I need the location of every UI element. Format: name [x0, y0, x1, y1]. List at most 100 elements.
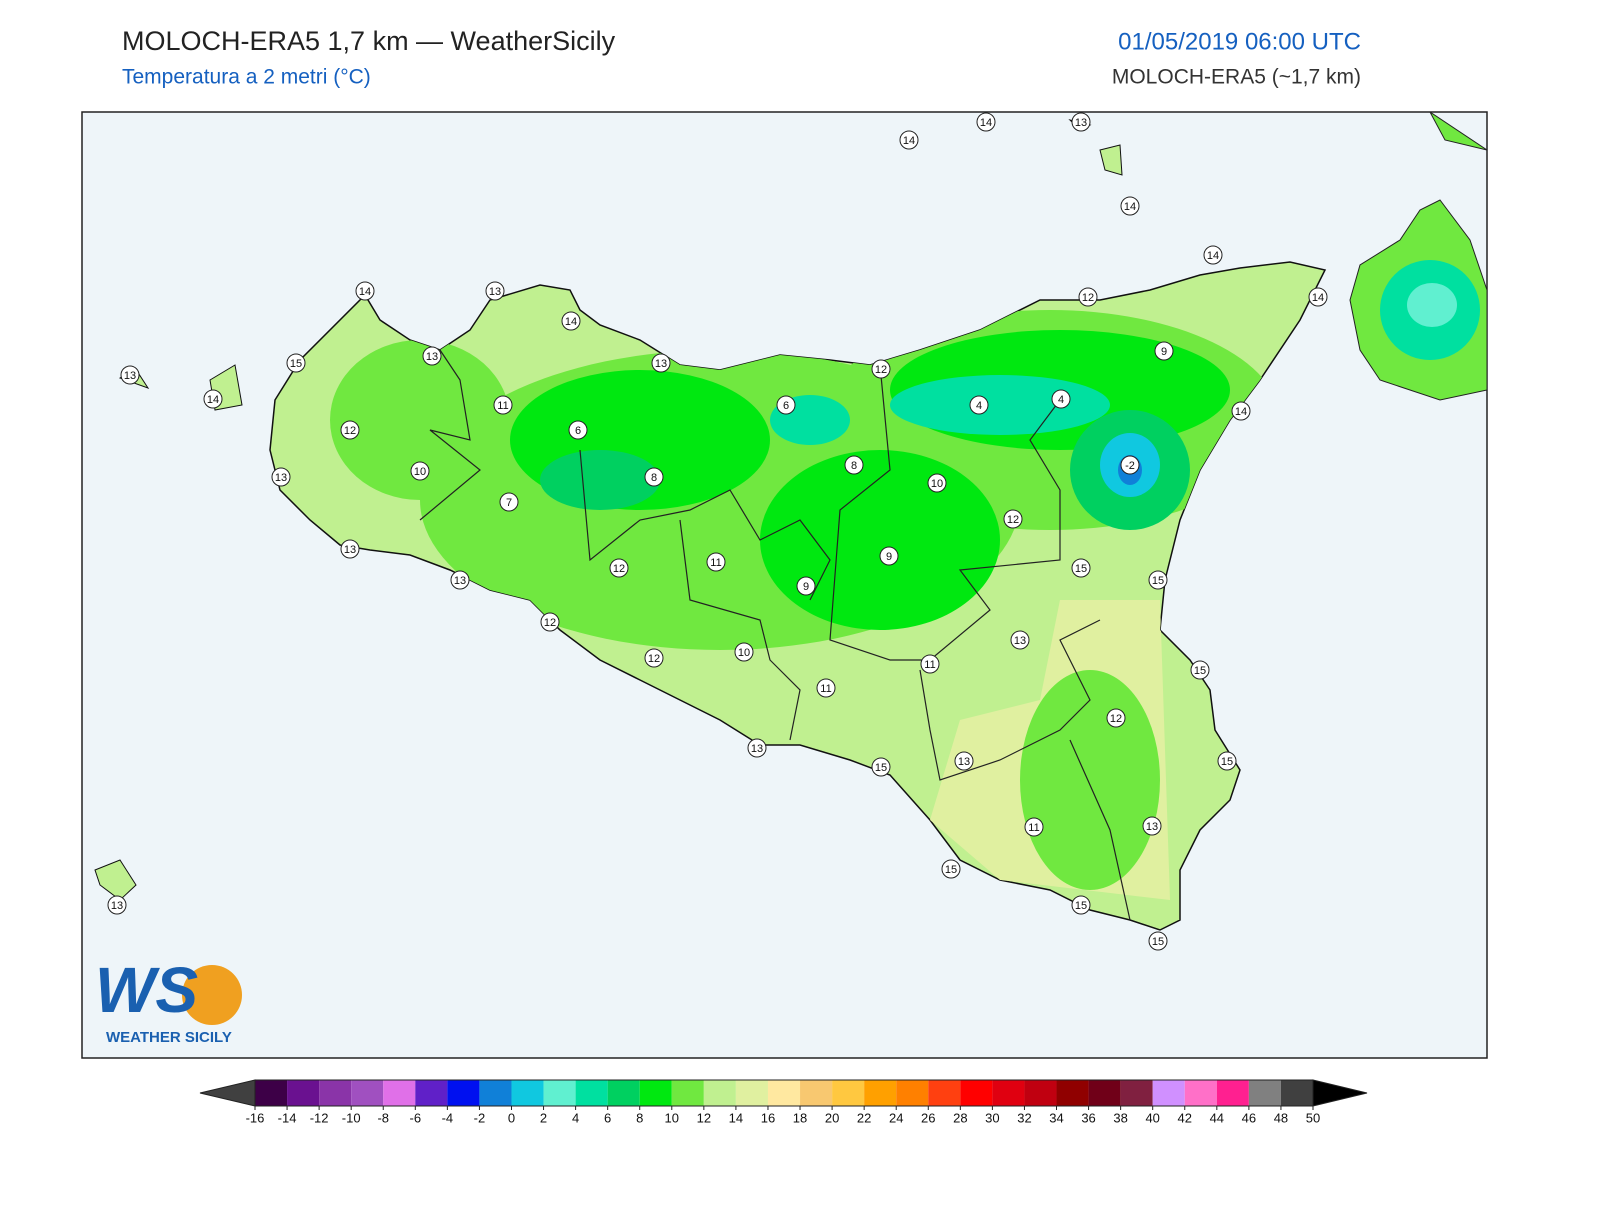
station-value: 11 [924, 659, 935, 671]
colorbar-tick-label: 10 [665, 1110, 679, 1125]
colorbar-tick-label: 24 [889, 1110, 903, 1125]
station-value: -2 [1125, 460, 1135, 472]
station-value: 13 [655, 358, 667, 370]
station-value: 4 [976, 400, 982, 412]
station-marker [644, 648, 664, 668]
station-marker [644, 467, 664, 487]
station-marker [927, 473, 947, 493]
station-marker [747, 738, 767, 758]
station-value: 15 [1221, 756, 1233, 768]
station-marker [355, 281, 375, 301]
colorbar-segment [639, 1080, 672, 1106]
station-marker [1308, 287, 1328, 307]
colorbar-tick-label: -8 [377, 1110, 389, 1125]
station-value: 10 [931, 478, 943, 490]
station-marker [844, 455, 864, 475]
station-marker [899, 130, 919, 150]
station-value: 7 [506, 497, 512, 509]
station-marker [871, 359, 891, 379]
station-marker [422, 346, 442, 366]
station-value: 13 [111, 900, 123, 912]
station-value: 13 [1014, 635, 1026, 647]
station-marker [976, 112, 996, 132]
station-value: 12 [1007, 514, 1019, 526]
colorbar-segment [992, 1080, 1025, 1106]
station-value: 13 [454, 575, 466, 587]
colorbar-tick-label: 4 [572, 1110, 579, 1125]
station-marker [1003, 509, 1023, 529]
station-value: 14 [1124, 201, 1136, 213]
station-marker [1106, 708, 1126, 728]
station-marker [651, 353, 671, 373]
station-marker [816, 678, 836, 698]
station-marker [561, 311, 581, 331]
station-value: 15 [875, 762, 887, 774]
station-marker [1203, 245, 1223, 265]
colorbar-segment [1056, 1080, 1089, 1106]
station-marker [286, 353, 306, 373]
station-value: 14 [903, 135, 915, 147]
station-marker [499, 492, 519, 512]
station-value: 9 [1161, 346, 1167, 358]
station-value: 12 [1110, 713, 1122, 725]
colorbar-tick-label: 36 [1081, 1110, 1095, 1125]
station-value: 8 [851, 460, 857, 472]
colorbar-segment [255, 1080, 288, 1106]
station-value: 12 [648, 653, 660, 665]
station-value: 13 [124, 370, 136, 382]
colorbar-segment [864, 1080, 897, 1106]
colorbar-segment [800, 1080, 833, 1106]
colorbar-tick-label: -2 [474, 1110, 486, 1125]
station-value: 13 [344, 544, 356, 556]
station-marker [450, 570, 470, 590]
colorbar-segment [447, 1080, 480, 1106]
station-value: 13 [489, 286, 501, 298]
station-marker [1051, 389, 1071, 409]
station-marker [1071, 112, 1091, 132]
station-marker [340, 420, 360, 440]
logo: WS WEATHER SICILY [95, 954, 242, 1046]
colorbar-segment [1088, 1080, 1121, 1106]
station-value: 15 [1194, 665, 1206, 677]
station-marker [1120, 196, 1140, 216]
colorbar-tick-label: 26 [921, 1110, 935, 1125]
station-marker [954, 751, 974, 771]
colorbar-tick-label: 12 [697, 1110, 711, 1125]
station-marker [1148, 570, 1168, 590]
station-value: 15 [1075, 563, 1087, 575]
logo-name: WEATHER SICILY [106, 1029, 232, 1046]
station-marker [879, 546, 899, 566]
colorbar-segment [1280, 1080, 1313, 1106]
station-value: 12 [344, 425, 356, 437]
colorbar-tick-label: 0 [508, 1110, 515, 1125]
station-value: 8 [651, 472, 657, 484]
station-marker [1217, 751, 1237, 771]
station-value: 11 [497, 400, 508, 412]
station-value: 6 [575, 425, 581, 437]
colorbar-segment [960, 1080, 993, 1106]
colorbar-tick-label: 42 [1178, 1110, 1192, 1125]
colorbar-segment [832, 1080, 865, 1106]
colorbar-tick-label: -16 [246, 1110, 265, 1125]
station-marker [796, 576, 816, 596]
station-value: 14 [980, 117, 992, 129]
colorbar-segment [575, 1080, 608, 1106]
colorbar-tick-label: 6 [604, 1110, 611, 1125]
colorbar-segment [703, 1080, 736, 1106]
colorbar-segment [735, 1080, 768, 1106]
colorbar-tick-label: 38 [1113, 1110, 1127, 1125]
station-marker [941, 859, 961, 879]
colorbar-segment [1152, 1080, 1185, 1106]
station-value: 15 [1152, 936, 1164, 948]
station-value: 15 [1152, 575, 1164, 587]
station-marker [540, 612, 560, 632]
station-marker [1231, 401, 1251, 421]
station-marker [1071, 895, 1091, 915]
colorbar-tick-label: 28 [953, 1110, 967, 1125]
colorbar-segment [1120, 1080, 1153, 1106]
colorbar-tick-label: 46 [1242, 1110, 1256, 1125]
station-value: 11 [820, 683, 831, 695]
station-value: 15 [290, 358, 302, 370]
colorbar-segment [896, 1080, 929, 1106]
